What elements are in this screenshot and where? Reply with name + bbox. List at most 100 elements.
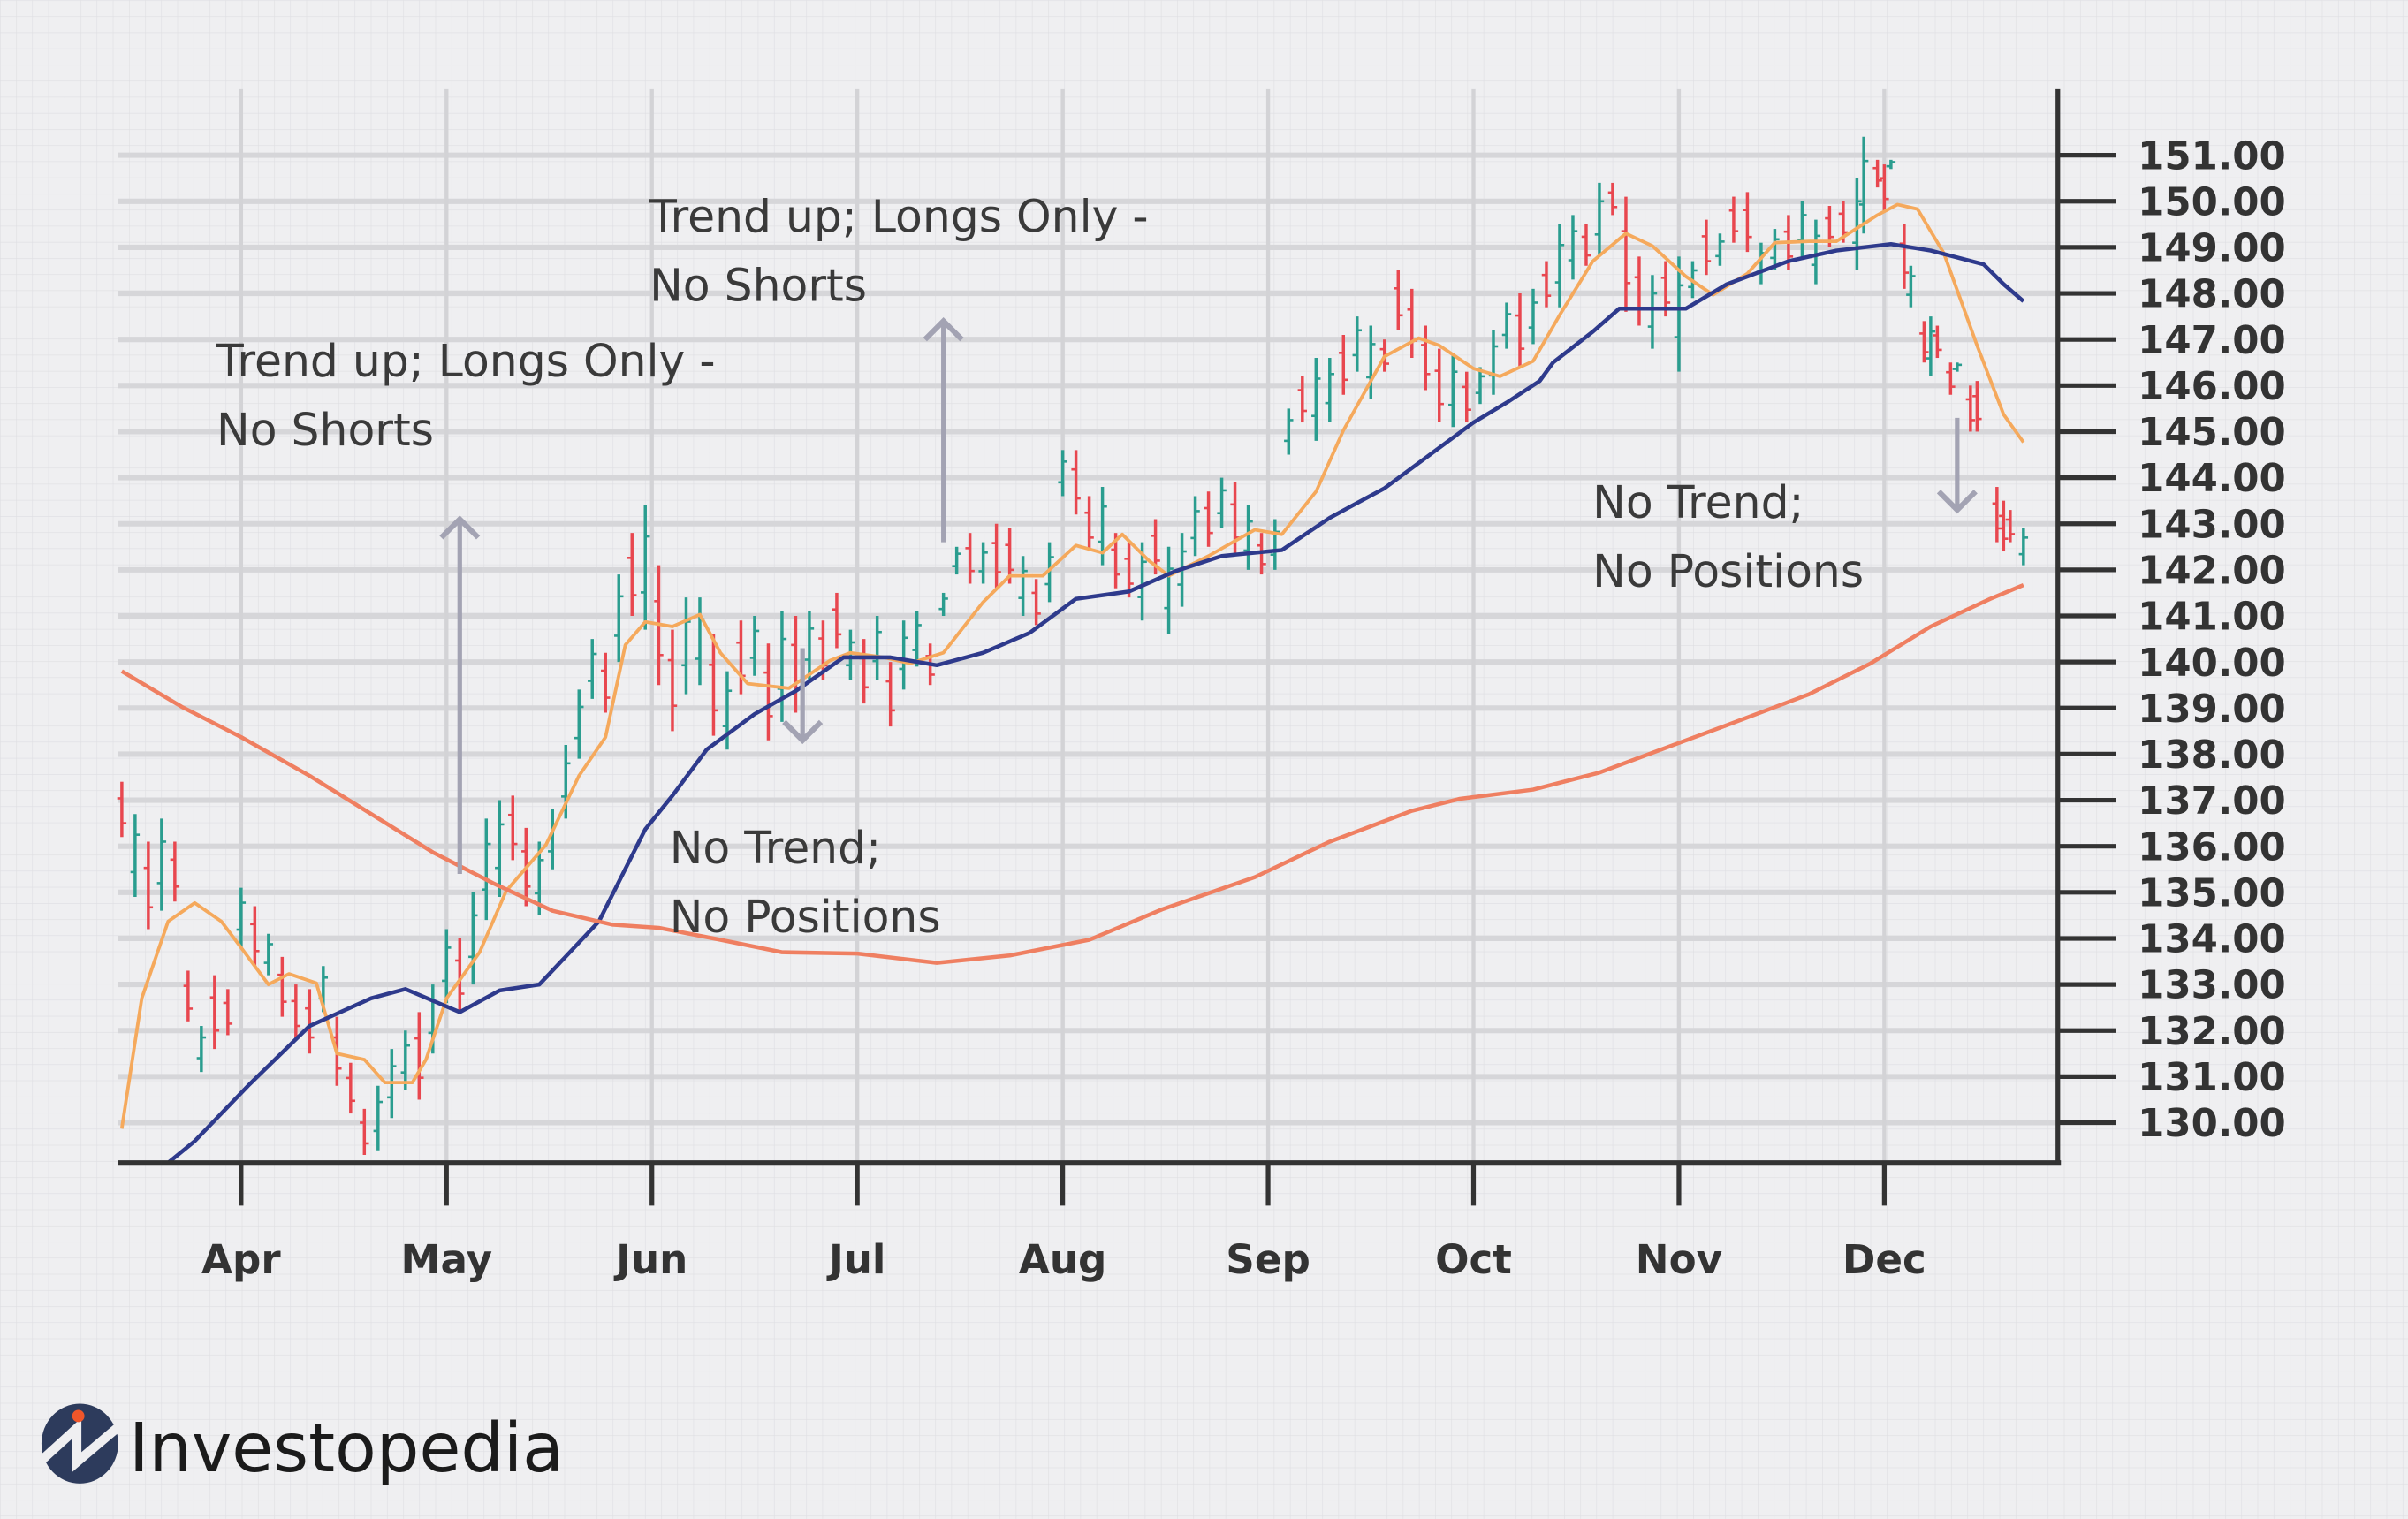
price-bar-down	[209, 975, 220, 1050]
price-bar-up	[749, 616, 760, 676]
price-bar-down	[1541, 261, 1552, 308]
price-bar-down	[1919, 321, 1929, 363]
price-bar-down	[1297, 376, 1308, 423]
price-bar-down	[965, 533, 975, 584]
price-bar-down	[832, 592, 842, 649]
y-tick-label: 140.00	[2138, 642, 2286, 686]
annotations: Trend up; Longs Only - No Shorts Trend u…	[216, 191, 1864, 943]
price-bar-up	[1311, 358, 1321, 441]
logo-mark	[40, 1403, 120, 1484]
price-bar-up	[1715, 233, 1725, 266]
price-bar-up	[1448, 353, 1458, 428]
y-tick-label: 133.00	[2138, 964, 2286, 1008]
y-tick-label: 137.00	[2138, 779, 2286, 824]
annotation-1-line-2: No Shorts	[216, 404, 434, 456]
y-tick-label: 141.00	[2138, 596, 2286, 640]
price-bar-up	[1554, 224, 1565, 308]
price-bar-down	[1999, 500, 2009, 552]
x-tick-label: Oct	[1435, 1236, 1512, 1283]
price-bar-up	[1018, 556, 1028, 617]
price-bar-up	[373, 1085, 384, 1151]
price-bar-up	[400, 1030, 411, 1091]
annotation-2-line-2: No Shorts	[649, 260, 867, 312]
price-bar-down	[627, 533, 637, 617]
price-bar-down	[1728, 196, 1739, 243]
price-bar-down	[1204, 491, 1213, 547]
price-bar-up	[872, 616, 882, 680]
price-bar-up	[1647, 275, 1658, 349]
price-bar-down	[117, 781, 127, 838]
slow-moving-average-line	[120, 582, 2024, 965]
medium-moving-average-line	[166, 242, 2025, 1165]
price-bar-down	[1872, 159, 1882, 188]
price-bar-down	[1933, 325, 1942, 359]
price-bar-up	[938, 592, 948, 617]
logo-text: Investopedia	[129, 1409, 564, 1488]
price-bar-up	[588, 639, 597, 699]
price-bar-down	[1421, 325, 1431, 391]
price-bar-up	[1811, 219, 1821, 285]
price-bar-down	[2005, 510, 2016, 543]
annotation-4-line-1: No Trend;	[1592, 476, 1804, 528]
x-axis-ticks: Apr May Jun Jul Aug Sep Oct Nov Dec	[201, 1162, 1926, 1283]
price-bar-down	[1031, 579, 1041, 626]
annotation-3-line-1: No Trend;	[670, 822, 881, 874]
price-bar-up	[846, 629, 855, 680]
price-bar-up	[1674, 256, 1684, 372]
price-bar-down	[1607, 182, 1618, 216]
investopedia-logo: Investopedia	[40, 1403, 564, 1488]
price-bar-up	[804, 611, 815, 680]
price-bar-down	[1071, 450, 1081, 515]
price-bar-down	[1124, 542, 1134, 598]
price-bar-up	[236, 887, 247, 948]
price-bar-down	[455, 938, 465, 1013]
price-bar-down	[1434, 348, 1444, 423]
price-bar-down	[1339, 334, 1348, 395]
price-bar-down	[1394, 270, 1403, 330]
price-bar-down	[291, 984, 301, 1040]
y-tick-label: 143.00	[2138, 503, 2286, 547]
price-bar-up	[1352, 316, 1362, 372]
price-bar-up	[614, 574, 624, 663]
price-bar-up	[978, 542, 988, 584]
price-bar-up	[1858, 136, 1869, 234]
annotation-arrows	[439, 317, 1978, 874]
y-tick-label: 149.00	[2138, 227, 2286, 271]
y-tick-label: 136.00	[2138, 825, 2286, 870]
price-bar-up	[1886, 159, 1896, 170]
price-bar-up	[1217, 477, 1227, 528]
price-bar-up	[1190, 496, 1200, 557]
annotation-3-line-2: No Positions	[670, 891, 941, 943]
annotation-4-line-2: No Positions	[1592, 545, 1864, 597]
price-bar-down	[277, 956, 287, 1017]
price-bar-up	[1325, 358, 1335, 423]
price-bar-down	[250, 906, 260, 967]
price-bar-up	[1058, 450, 1067, 497]
price-bar-down	[601, 652, 611, 713]
price-bar-down	[991, 523, 1001, 589]
y-tick-label: 142.00	[2138, 550, 2286, 594]
price-bar-down	[667, 629, 678, 732]
y-tick-label: 131.00	[2138, 1056, 2286, 1100]
y-tick-label: 134.00	[2138, 918, 2286, 962]
price-bar-up	[952, 546, 961, 575]
price-bar-down	[143, 841, 154, 930]
price-bar-up	[1770, 229, 1780, 270]
price-bar-up	[1926, 316, 1936, 376]
price-bar-up	[1952, 362, 1963, 372]
price-bar-down	[1972, 381, 1982, 432]
y-tick-label: 147.00	[2138, 319, 2286, 363]
y-tick-label: 139.00	[2138, 687, 2286, 732]
price-bar-up	[1852, 178, 1862, 270]
price-bar-up	[1906, 265, 1916, 308]
horizontal-gridlines	[118, 152, 2058, 1126]
x-tick-label: Dec	[1842, 1236, 1926, 1283]
y-tick-label: 146.00	[2138, 365, 2286, 409]
price-bar-up	[1501, 302, 1512, 349]
x-tick-label: Aug	[1019, 1236, 1106, 1283]
price-bar-down	[170, 841, 180, 902]
price-bar-down	[1621, 196, 1631, 312]
price-bar-down	[346, 1062, 356, 1114]
